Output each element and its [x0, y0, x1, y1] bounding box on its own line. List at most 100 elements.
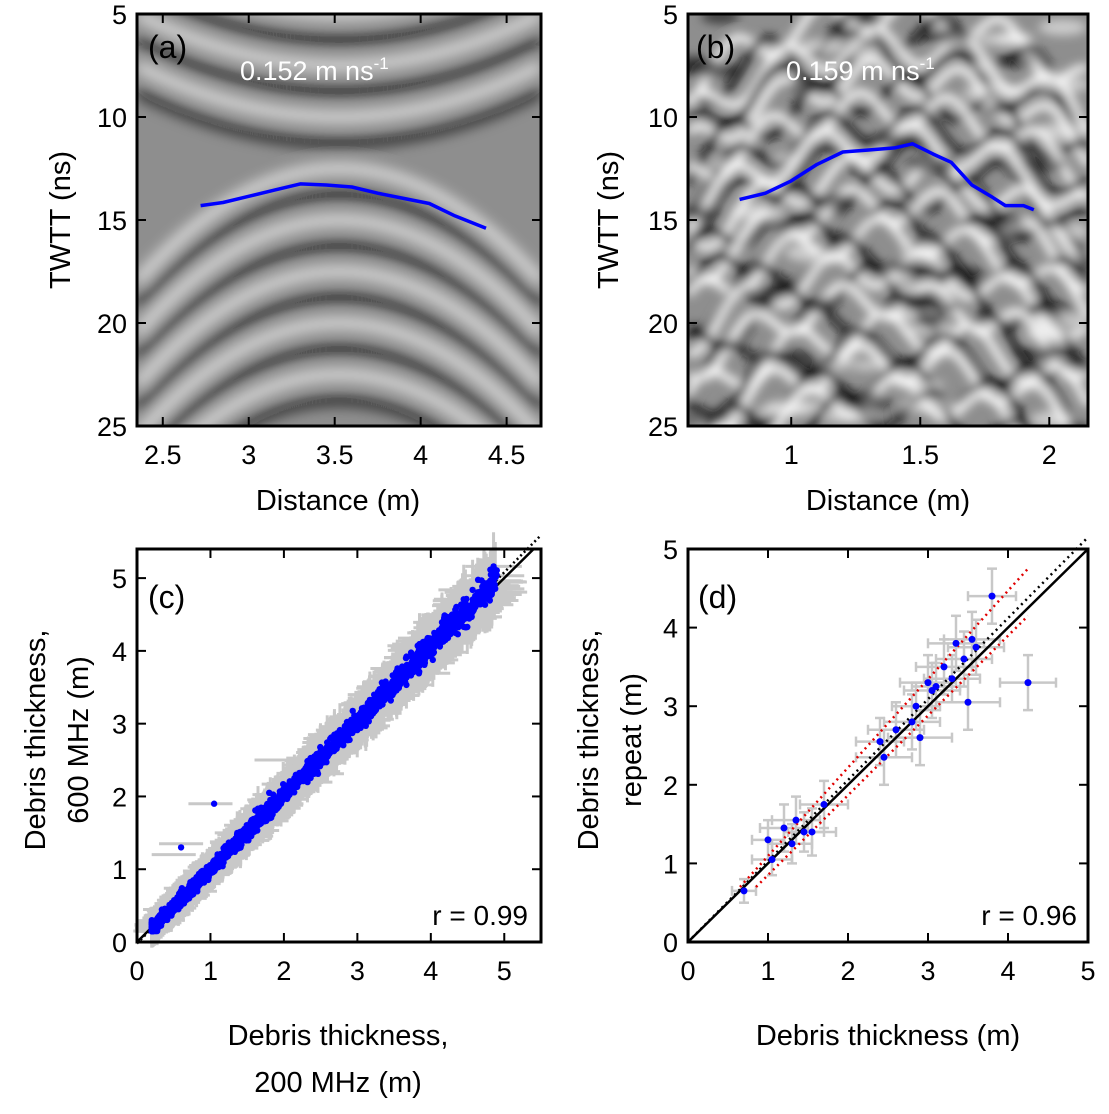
- panel-b-label: (b): [696, 29, 735, 65]
- panel-b-radargram-blob: [731, 203, 785, 221]
- panel-b-xtick-label: 1: [784, 440, 799, 470]
- panel-c-data-point: [181, 894, 188, 902]
- panel-c-data-point: [471, 598, 478, 605]
- panel-b-radargram-blob: [935, 266, 988, 280]
- panel-c-xtick-label: 4: [423, 956, 438, 986]
- panel-d-ylabel-line2: repeat (m): [616, 673, 648, 807]
- panel-c-data-point: [344, 729, 351, 736]
- panel-b-ylabel: TWTT (ns): [593, 151, 625, 289]
- panel-d-data-point: [908, 718, 916, 726]
- panel-b-radargram-blob: [1021, 158, 1066, 172]
- panel-d-data-point: [780, 824, 788, 832]
- panel-c-ylabel-line2: 600 MHz (m): [63, 656, 95, 824]
- panel-c-xtick-label: 0: [129, 956, 144, 986]
- panel-d-ytick-label: 2: [663, 771, 678, 801]
- panel-c-data-point: [216, 861, 223, 868]
- panel-b-radargram-blob: [1027, 300, 1078, 314]
- panel-b-xtick-label: 1.5: [901, 440, 939, 470]
- panel-c-data-point: [218, 853, 225, 861]
- panel-d-xtick-label: 2: [840, 956, 855, 986]
- panel-d-ytick-label: 4: [663, 614, 678, 644]
- panel-b-radargram-blob: [913, 27, 974, 44]
- panel-c-data-point: [483, 588, 490, 596]
- panel-b-radargram-blob: [778, 349, 816, 367]
- panel-d-data-point: [916, 734, 924, 742]
- panel-a-xtick-label: 3: [241, 440, 256, 470]
- panel-d-ci-upper-line: [739, 567, 1029, 888]
- panel-c-data-point: [372, 700, 379, 708]
- panel-d-data-point: [940, 663, 948, 671]
- panel-a-radargram-band: [140, 318, 538, 426]
- panel-b-radargram-blob: [1034, 77, 1088, 93]
- panel-c-data-point: [385, 687, 392, 695]
- panel-c-data-point: [488, 582, 495, 589]
- panel-c-data-point: [382, 678, 389, 685]
- panel-a-radargram-band: [137, 14, 541, 71]
- panel-c-points: [148, 563, 500, 935]
- panel-c-data-point: [198, 874, 205, 881]
- panel-c-data-point: [210, 800, 218, 807]
- panel-b-radargram-blob: [990, 54, 1035, 68]
- panel-c-xlabel-line1: Debris thickness,: [228, 1020, 449, 1052]
- panel-a-radargram-band: [137, 241, 541, 363]
- panel-c-data-point: [407, 649, 415, 656]
- panel-d-data-point: [892, 726, 900, 734]
- panel-c-data-point: [208, 868, 215, 876]
- panel-c-data-point: [419, 654, 426, 661]
- panel-c-data-point: [437, 639, 444, 646]
- panel-b-radargram: [688, 14, 1088, 426]
- panel-b-radargram-band: [688, 325, 1081, 426]
- panel-a-xtick-label: 2.5: [144, 440, 182, 470]
- panel-c-data-point: [158, 913, 165, 920]
- panel-d: 0 1 2 3 4 5 0 1 2 3 4 5 (d) r = 0.96 Debris thickne…: [573, 535, 1096, 1052]
- panel-c-data-point: [444, 634, 452, 642]
- panel-c-data-point: [321, 746, 329, 753]
- panel-a-radargram-band: [183, 14, 495, 45]
- panel-d-ci-lower-line: [755, 614, 1029, 888]
- panel-a-radargram-bands: [137, 14, 541, 426]
- panel-b-radargram-blob: [839, 393, 894, 411]
- panel-c-data-point: [282, 785, 289, 792]
- panel-c-xtick-label: 1: [203, 956, 218, 986]
- panel-c-label: (c): [148, 579, 185, 615]
- panel-a-ylabel: TWTT (ns): [45, 151, 77, 289]
- panel-b-radargram-blob: [701, 14, 740, 24]
- panel-c-data-point: [442, 622, 449, 630]
- panel-c-data-point: [177, 844, 185, 851]
- panel-c-ytick-label: 0: [112, 928, 127, 958]
- panel-c-data-point: [457, 615, 464, 623]
- panel-d-data-point: [968, 635, 976, 643]
- panel-b-radargram-blob: [1030, 411, 1076, 426]
- panel-d-xtick-label: 0: [680, 956, 695, 986]
- panel-c-data-point: [399, 663, 406, 670]
- panel-c-data-point: [478, 592, 485, 600]
- panel-a-radargram-band: [233, 395, 445, 426]
- panel-d-data-point: [924, 679, 932, 687]
- panel-c-data-point: [469, 586, 476, 594]
- panel-b-radargram-blob: [964, 211, 1025, 230]
- panel-c-plot: 0 1 2 3 4 5 0 1 2 3 4 5: [112, 532, 543, 986]
- panel-b-ytick-label: 25: [648, 412, 678, 442]
- panel-c-data-point: [287, 781, 294, 789]
- panel-c-data-point: [279, 790, 287, 797]
- panel-c-data-point: [154, 921, 161, 929]
- panel-b-radargram-blob: [912, 313, 948, 328]
- panel-a-ytick-label: 10: [97, 103, 127, 133]
- panel-c-data-point: [356, 720, 364, 727]
- panel-c-data-point: [290, 786, 297, 793]
- panel-a-radargram-band: [137, 163, 541, 285]
- panel-c-data-point: [302, 765, 309, 772]
- panel-d-r-annotation: r = 0.96: [981, 900, 1077, 931]
- panel-a-reflector-line: [200, 182, 487, 230]
- panel-b-xlabel: Distance (m): [806, 485, 970, 517]
- panel-b-radargram-bands: [688, 14, 1088, 426]
- panel-c-data-point: [167, 906, 175, 913]
- panel-a-velocity: 0.152 m ns-1: [240, 54, 389, 86]
- panel-b-radargram-band: [688, 152, 1088, 260]
- panel-b-radargram-blob: [788, 77, 823, 94]
- panel-b-radargram-blob: [764, 399, 824, 413]
- panel-c-data-point: [380, 685, 387, 692]
- panel-d-ylabel-line1: Debris thickness,: [573, 630, 605, 851]
- panel-b-ytick-label: 15: [648, 206, 678, 236]
- panel-d-ytick-label: 3: [663, 692, 678, 722]
